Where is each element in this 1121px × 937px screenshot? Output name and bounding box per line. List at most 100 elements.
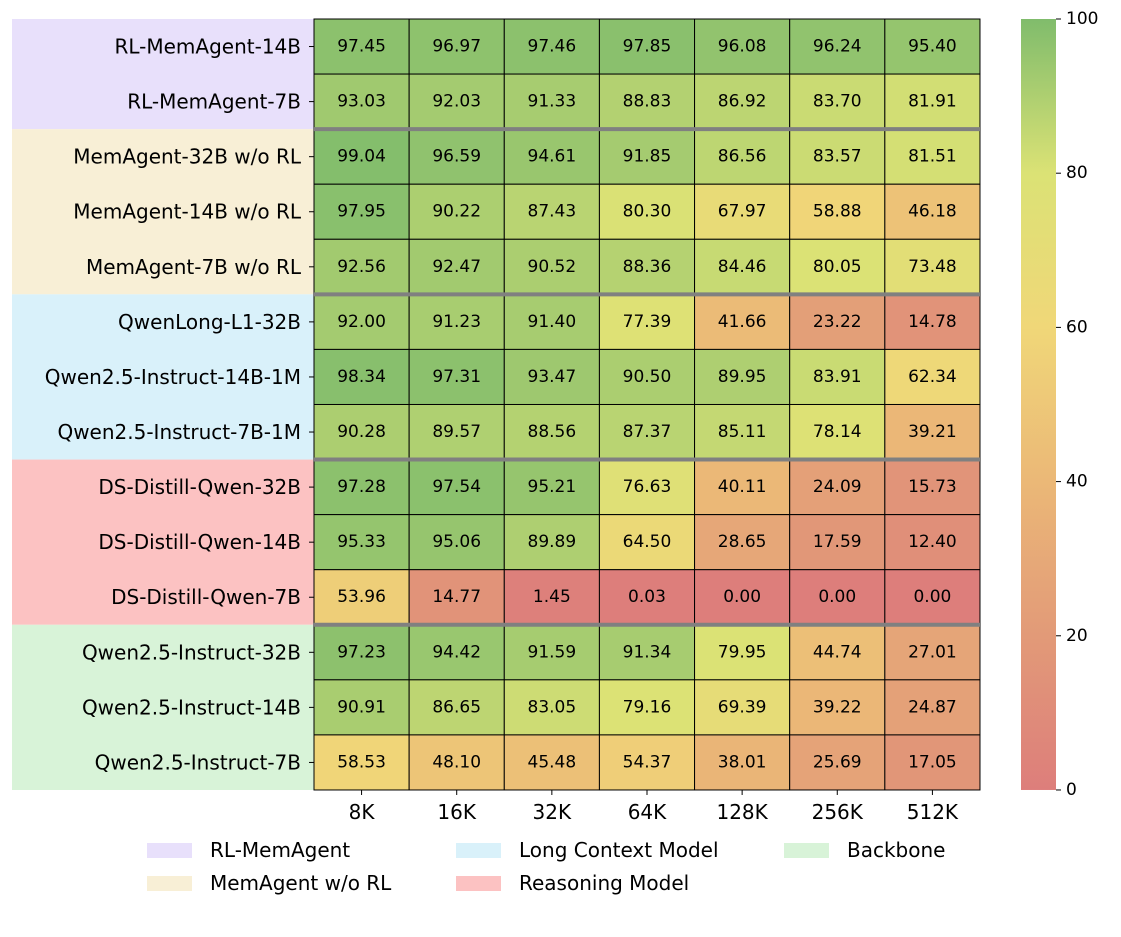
cell-value-label: 92.56	[337, 257, 386, 277]
column-labels: 8K 16K 32K 64K 128K 256K 512K	[349, 789, 959, 824]
heatmap-cell	[884, 624, 981, 681]
legend-swatch	[784, 843, 829, 858]
cell-value-label: 1.45	[533, 587, 571, 607]
cell-value-label: 78.14	[813, 422, 862, 442]
group-band-backbone	[12, 624, 314, 790]
row-label: Qwen2.5-Instruct-32B	[82, 640, 301, 664]
legend-label: Reasoning Model	[519, 871, 689, 895]
cell-value-label: 94.42	[432, 642, 481, 662]
heatmap-cell	[789, 128, 886, 185]
heatmap-cell	[408, 734, 505, 791]
row-label: Qwen2.5-Instruct-14B	[82, 695, 301, 719]
cell-value-label: 44.74	[813, 642, 862, 662]
cell-value-label: 85.11	[718, 422, 767, 442]
cell-value-label: 80.30	[623, 202, 672, 222]
cell-value-label: 86.92	[718, 92, 767, 112]
cell-value-label: 92.47	[432, 257, 481, 277]
heatmap-cell	[884, 183, 981, 240]
heatmap-cell	[694, 348, 791, 405]
heatmap-cell	[503, 183, 600, 240]
heatmap-cell	[789, 348, 886, 405]
heatmap-cell	[598, 403, 696, 461]
cell-value-label: 95.21	[528, 477, 577, 497]
colorbar: 0 20 40 60 80 100	[1021, 9, 1098, 800]
cell-value-label: 84.46	[718, 257, 767, 277]
cell-value-label: 99.04	[337, 147, 386, 167]
cell-value-label: 97.28	[337, 477, 386, 497]
cell-value-label: 0.00	[913, 587, 951, 607]
cell-value-label: 83.70	[813, 92, 862, 112]
cell-value-label: 96.24	[813, 37, 862, 57]
cell-value-label: 0.00	[818, 587, 856, 607]
legend-swatch	[456, 876, 501, 891]
cell-value-label: 15.73	[908, 477, 957, 497]
heatmap-cell	[408, 238, 505, 295]
heatmap-cell	[694, 569, 791, 626]
cell-value-label: 69.39	[718, 697, 767, 717]
cell-value-label: 86.65	[432, 697, 481, 717]
cell-value-label: 96.97	[432, 37, 481, 57]
heatmap-cell	[598, 679, 696, 736]
colorbar-tick-label: 60	[1066, 317, 1088, 337]
cell-value-label: 67.97	[718, 202, 767, 222]
cell-value-label: 91.33	[528, 92, 577, 112]
cell-value-label: 17.59	[813, 532, 862, 552]
colorbar-tick-label: 100	[1066, 9, 1098, 29]
cell-value-label: 97.46	[528, 37, 577, 57]
heatmap-cell	[503, 403, 600, 461]
row-label: DS-Distill-Qwen-32B	[98, 475, 301, 499]
heatmap-cell	[313, 514, 410, 571]
row-label: DS-Distill-Qwen-7B	[111, 585, 301, 609]
cell-value-label: 87.43	[528, 202, 577, 222]
heatmap-cell	[884, 128, 981, 185]
cell-value-label: 98.34	[337, 367, 386, 387]
cell-value-label: 90.52	[528, 257, 577, 277]
heatmap-cell	[694, 128, 791, 185]
heatmap-cell	[789, 569, 886, 626]
cell-value-label: 12.40	[908, 532, 957, 552]
cell-value-label: 79.95	[718, 642, 767, 662]
group-band-rl-memagent	[12, 19, 314, 130]
colorbar-tick-label: 0	[1066, 780, 1077, 800]
colorbar-tick-label: 80	[1066, 163, 1088, 183]
cell-value-label: 77.39	[623, 312, 672, 332]
heatmap-cell	[598, 128, 696, 185]
heatmap-cell	[598, 73, 696, 130]
heatmap-cell	[789, 183, 886, 240]
cell-value-label: 92.00	[337, 312, 386, 332]
cell-value-label: 86.56	[718, 147, 767, 167]
heatmap-cell	[789, 73, 886, 130]
cell-value-label: 95.40	[908, 37, 957, 57]
cell-value-label: 89.57	[432, 422, 481, 442]
heatmap-cell	[503, 293, 600, 350]
cell-value-label: 83.05	[528, 697, 577, 717]
cell-value-label: 93.03	[337, 92, 386, 112]
legend-label: MemAgent w/o RL	[210, 871, 392, 895]
cell-value-label: 45.48	[528, 752, 577, 772]
cell-value-label: 81.51	[908, 147, 957, 167]
legend-label: Long Context Model	[519, 838, 719, 862]
legend: RL-MemAgent Long Context Model Backbone Mem…	[147, 838, 945, 895]
cell-value-label: 54.37	[623, 752, 672, 772]
heatmap-cell	[408, 459, 505, 516]
cell-value-label: 58.88	[813, 202, 862, 222]
column-label: 128K	[716, 800, 768, 824]
heatmap-cell	[789, 459, 886, 516]
cell-value-label: 89.95	[718, 367, 767, 387]
row-label: Qwen2.5-Instruct-14B-1M	[45, 365, 301, 389]
cell-value-label: 90.50	[623, 367, 672, 387]
heatmap-cell	[884, 293, 981, 350]
cell-value-label: 91.59	[528, 642, 577, 662]
cell-value-label: 81.91	[908, 92, 957, 112]
cell-value-label: 38.01	[718, 752, 767, 772]
cell-value-label: 0.00	[723, 587, 761, 607]
cell-value-label: 14.77	[432, 587, 481, 607]
heatmap-cell	[789, 293, 886, 350]
heatmap-cell	[313, 348, 410, 405]
cell-value-label: 94.61	[528, 147, 577, 167]
row-label: MemAgent-7B w/o RL	[86, 255, 302, 279]
heatmap-cell	[789, 624, 886, 681]
row-label: Qwen2.5-Instruct-7B-1M	[57, 420, 301, 444]
heatmap-cell	[694, 514, 791, 571]
legend-label: RL-MemAgent	[210, 838, 350, 862]
